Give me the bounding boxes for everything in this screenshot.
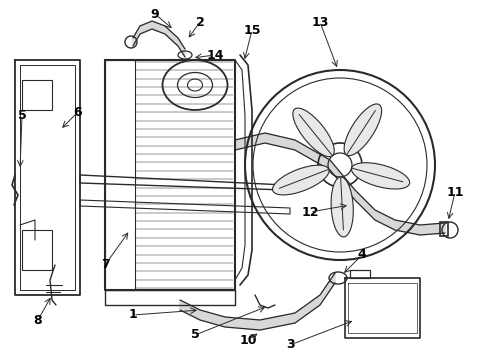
Text: 4: 4 [358, 248, 367, 261]
Bar [22, 230, 52, 270]
Text: 9: 9 [151, 8, 159, 21]
Text: 15: 15 [243, 23, 261, 36]
Polygon shape [180, 273, 335, 330]
Bar [105, 60, 135, 290]
Text: 12: 12 [301, 206, 319, 219]
Text: 3: 3 [286, 338, 294, 351]
Text: 1: 1 [128, 309, 137, 321]
Ellipse shape [293, 108, 334, 157]
Text: 11: 11 [446, 185, 464, 198]
Polygon shape [133, 21, 185, 57]
Ellipse shape [351, 163, 410, 189]
Text: 6: 6 [74, 105, 82, 118]
Text: 5: 5 [18, 108, 26, 122]
Text: 10: 10 [239, 333, 257, 346]
Text: 7: 7 [100, 258, 109, 271]
Text: 2: 2 [196, 15, 204, 28]
Polygon shape [235, 133, 445, 235]
Ellipse shape [272, 165, 329, 195]
Bar [22, 80, 52, 110]
Ellipse shape [344, 104, 382, 156]
Ellipse shape [331, 177, 353, 237]
Text: 8: 8 [34, 314, 42, 327]
Text: 14: 14 [206, 49, 224, 62]
Text: 13: 13 [311, 15, 329, 28]
Text: 5: 5 [191, 328, 199, 342]
Bar [440, 222, 448, 236]
Bar [350, 270, 370, 278]
